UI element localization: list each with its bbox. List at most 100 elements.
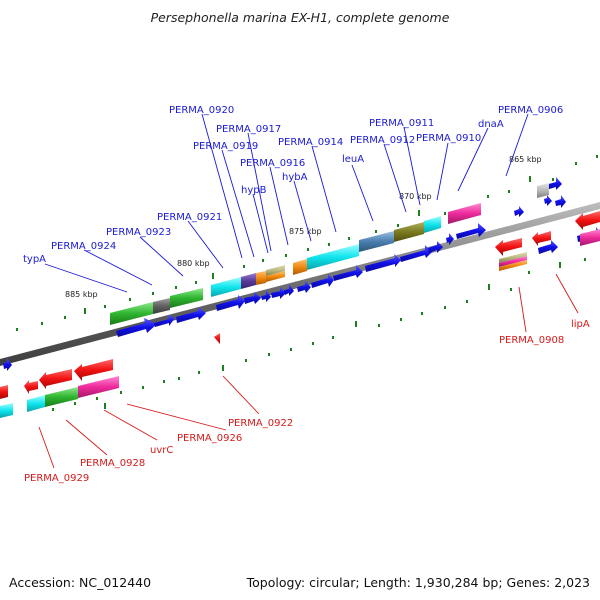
cog-block-orange bbox=[266, 271, 285, 282]
gene-arrow-reverse[interactable] bbox=[575, 211, 600, 230]
gene-label-dnaA[interactable]: dnaA bbox=[478, 119, 504, 130]
leader-line bbox=[44, 263, 128, 293]
gene-arrow-forward[interactable] bbox=[3, 358, 12, 371]
outer-tick-track bbox=[16, 155, 598, 331]
inner-tick-track bbox=[52, 258, 586, 411]
tick-label-865: 865 kbp bbox=[509, 155, 542, 164]
gene-label-typA[interactable]: typA bbox=[23, 254, 46, 265]
gene-label-perma-0919[interactable]: PERMA_0919 bbox=[193, 141, 258, 152]
gene-arrow-forward[interactable] bbox=[365, 254, 401, 272]
gene-arrow-forward[interactable] bbox=[311, 274, 334, 288]
leader-line bbox=[505, 113, 529, 177]
tick-label-880: 880 kbp bbox=[177, 259, 210, 268]
tick-label-885: 885 kbp bbox=[65, 290, 98, 299]
gene-arrow-forward[interactable] bbox=[545, 177, 562, 190]
gene-label-perma-0917[interactable]: PERMA_0917 bbox=[216, 124, 281, 135]
leader-line bbox=[518, 286, 527, 333]
leader-line bbox=[383, 143, 407, 213]
reverse-gene-labels: PERMA_0929 PERMA_0928 uvrC PERMA_0926 PE… bbox=[24, 273, 590, 484]
gene-label-perma-0922[interactable]: PERMA_0922 bbox=[228, 418, 293, 429]
gene-arrow-forward[interactable] bbox=[544, 195, 552, 206]
gene-arrow-forward[interactable] bbox=[538, 240, 558, 254]
cog-block-green bbox=[45, 387, 78, 407]
gene-arrow-forward[interactable] bbox=[244, 292, 261, 304]
cog-block-cyan bbox=[307, 244, 359, 270]
leader-line bbox=[201, 113, 243, 259]
reverse-gene-track bbox=[0, 211, 600, 399]
cog-block-magenta bbox=[78, 376, 119, 398]
gene-label-uvrC[interactable]: uvrC bbox=[150, 445, 173, 456]
cog-block-magenta bbox=[499, 256, 527, 267]
gene-arrow-forward[interactable] bbox=[297, 281, 311, 293]
gene-label-perma-0908[interactable]: PERMA_0908 bbox=[499, 335, 564, 346]
leader-line bbox=[351, 164, 374, 222]
gene-arrow-forward[interactable] bbox=[446, 233, 454, 245]
gene-arrow-forward[interactable] bbox=[514, 206, 524, 217]
gene-label-hypB[interactable]: hypB bbox=[241, 185, 267, 196]
gene-arrow-forward[interactable] bbox=[456, 223, 486, 239]
gene-arrow-reverse[interactable] bbox=[0, 385, 8, 399]
cog-block-gray bbox=[153, 298, 170, 314]
gene-arrow-forward[interactable] bbox=[555, 195, 566, 208]
gene-label-perma-0906[interactable]: PERMA_0906 bbox=[498, 105, 563, 116]
leader-line bbox=[65, 419, 108, 456]
gene-arrow-reverse[interactable] bbox=[74, 359, 113, 381]
gene-label-perma-0928[interactable]: PERMA_0928 bbox=[80, 458, 145, 469]
cog-block-khaki bbox=[266, 265, 285, 276]
gene-label-hybA[interactable]: hybA bbox=[282, 172, 308, 183]
cog-block-cyan bbox=[27, 395, 45, 412]
cog-block-steel bbox=[359, 231, 394, 252]
cog-block-orange bbox=[293, 259, 307, 275]
tick-label-875: 875 kbp bbox=[289, 227, 322, 236]
leader-line bbox=[555, 273, 579, 314]
cog-block-orange bbox=[499, 260, 527, 271]
gene-arrow-reverse[interactable] bbox=[214, 333, 220, 344]
gene-arrow-reverse[interactable] bbox=[495, 238, 522, 256]
leader-line bbox=[252, 193, 269, 254]
gene-arrow-forward[interactable] bbox=[284, 284, 294, 296]
gene-label-perma-0926[interactable]: PERMA_0926 bbox=[177, 433, 242, 444]
topology-text: Topology: circular; Length: 1,930,284 bp… bbox=[246, 575, 590, 590]
gene-arrow-forward[interactable] bbox=[428, 241, 443, 253]
cog-block-olive bbox=[394, 222, 424, 242]
gene-arrow-forward[interactable] bbox=[116, 318, 157, 337]
gene-arrow-forward[interactable] bbox=[333, 265, 363, 281]
gene-label-perma-0914[interactable]: PERMA_0914 bbox=[278, 137, 343, 148]
cog-block-green bbox=[170, 288, 203, 308]
gene-arrow-forward[interactable] bbox=[271, 287, 286, 299]
gene-arrow-forward[interactable] bbox=[176, 307, 206, 323]
gene-label-perma-0912[interactable]: PERMA_0912 bbox=[350, 135, 415, 146]
gene-arrow-forward[interactable] bbox=[154, 315, 175, 327]
gene-arrow-forward[interactable] bbox=[261, 290, 271, 302]
cog-block-orange bbox=[256, 271, 266, 285]
gene-arrow-forward[interactable] bbox=[400, 245, 432, 262]
gene-arrow-forward[interactable] bbox=[216, 295, 245, 311]
forward-cog-track bbox=[110, 183, 549, 325]
gene-label-perma-0910[interactable]: PERMA_0910 bbox=[416, 133, 481, 144]
gene-label-perma-0921[interactable]: PERMA_0921 bbox=[157, 212, 222, 223]
cog-block-silver bbox=[537, 183, 549, 198]
leader-line bbox=[187, 220, 224, 269]
gene-label-perma-0923[interactable]: PERMA_0923 bbox=[106, 227, 171, 238]
gene-label-lipA[interactable]: lipA bbox=[571, 319, 590, 330]
gene-label-perma-0916[interactable]: PERMA_0916 bbox=[240, 158, 305, 169]
cog-block-magenta bbox=[580, 229, 600, 246]
leader-line bbox=[38, 426, 55, 469]
gene-label-leuA[interactable]: leuA bbox=[342, 154, 364, 165]
gene-label-perma-0911[interactable]: PERMA_0911 bbox=[369, 118, 434, 129]
gene-label-perma-0929[interactable]: PERMA_0929 bbox=[24, 473, 89, 484]
gene-label-perma-0924[interactable]: PERMA_0924 bbox=[51, 241, 116, 252]
tick-label-870: 870 kbp bbox=[399, 192, 432, 201]
gene-arrow-reverse[interactable] bbox=[24, 380, 38, 394]
gene-arrow-reverse[interactable] bbox=[532, 231, 551, 246]
reverse-cog-track bbox=[0, 229, 600, 418]
leader-line bbox=[247, 132, 272, 252]
leader-line bbox=[269, 166, 289, 246]
leader-line bbox=[221, 149, 255, 258]
genome-title: Persephonella marina EX-H1, complete gen… bbox=[151, 10, 450, 25]
leader-line bbox=[457, 127, 489, 192]
cog-block-purple bbox=[241, 273, 256, 289]
gene-label-perma-0920[interactable]: PERMA_0920 bbox=[169, 105, 234, 116]
gene-arrow-reverse[interactable] bbox=[39, 369, 72, 389]
